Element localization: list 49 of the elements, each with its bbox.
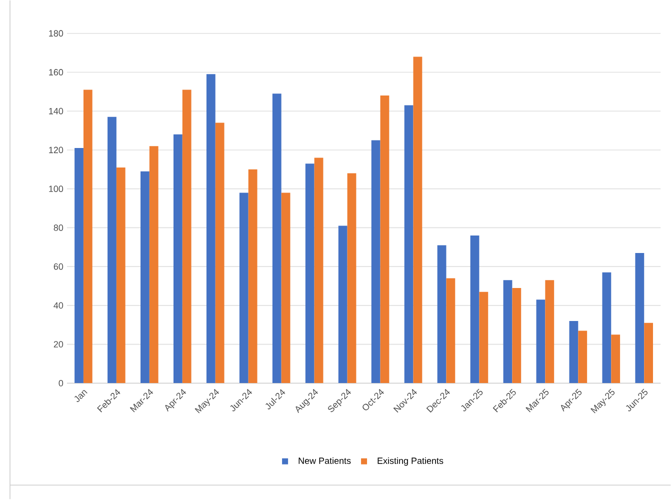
x-tick-label: Jan <box>74 390 88 402</box>
y-tick-label: 80 <box>54 224 64 232</box>
bar <box>182 90 192 384</box>
bar <box>83 90 92 384</box>
bar <box>569 321 578 384</box>
legend-label: Existing Patients <box>378 458 444 466</box>
bar <box>371 140 380 384</box>
bar <box>281 192 290 384</box>
y-tick-label: 40 <box>54 302 64 309</box>
bar <box>644 323 654 384</box>
bar <box>413 56 422 384</box>
bar <box>578 330 588 384</box>
bar <box>602 272 612 384</box>
bar <box>470 236 480 384</box>
y-tick-label: 20 <box>54 341 64 348</box>
legend-label: New Patients <box>298 458 351 464</box>
bar <box>215 123 224 384</box>
bar <box>116 168 126 384</box>
bar <box>140 172 150 384</box>
bar <box>437 245 446 384</box>
bar <box>479 292 488 384</box>
bar <box>446 278 456 384</box>
y-tick-label: 100 <box>49 186 64 192</box>
y-tick-label: 60 <box>54 264 64 270</box>
bar <box>611 334 620 384</box>
bar <box>305 164 314 384</box>
bar <box>206 74 216 384</box>
y-tick-label: 0 <box>58 380 64 387</box>
y-tick-label: 180 <box>49 30 64 37</box>
bar <box>536 300 546 384</box>
bar <box>173 134 182 384</box>
bar <box>512 288 522 384</box>
bar <box>149 146 158 384</box>
bar <box>338 226 348 384</box>
y-tick-label: 140 <box>49 108 64 115</box>
bar <box>635 253 644 384</box>
y-tick-label: 120 <box>49 147 64 154</box>
bar <box>74 148 84 384</box>
y-tick-label: 160 <box>49 69 64 76</box>
bar <box>248 170 258 384</box>
bar <box>347 174 356 384</box>
bar <box>545 280 554 384</box>
bar <box>503 280 512 384</box>
bar <box>404 106 414 384</box>
bar <box>239 192 248 384</box>
bar <box>314 158 324 384</box>
bar <box>380 96 390 384</box>
bar <box>272 94 282 384</box>
bar <box>108 117 116 384</box>
